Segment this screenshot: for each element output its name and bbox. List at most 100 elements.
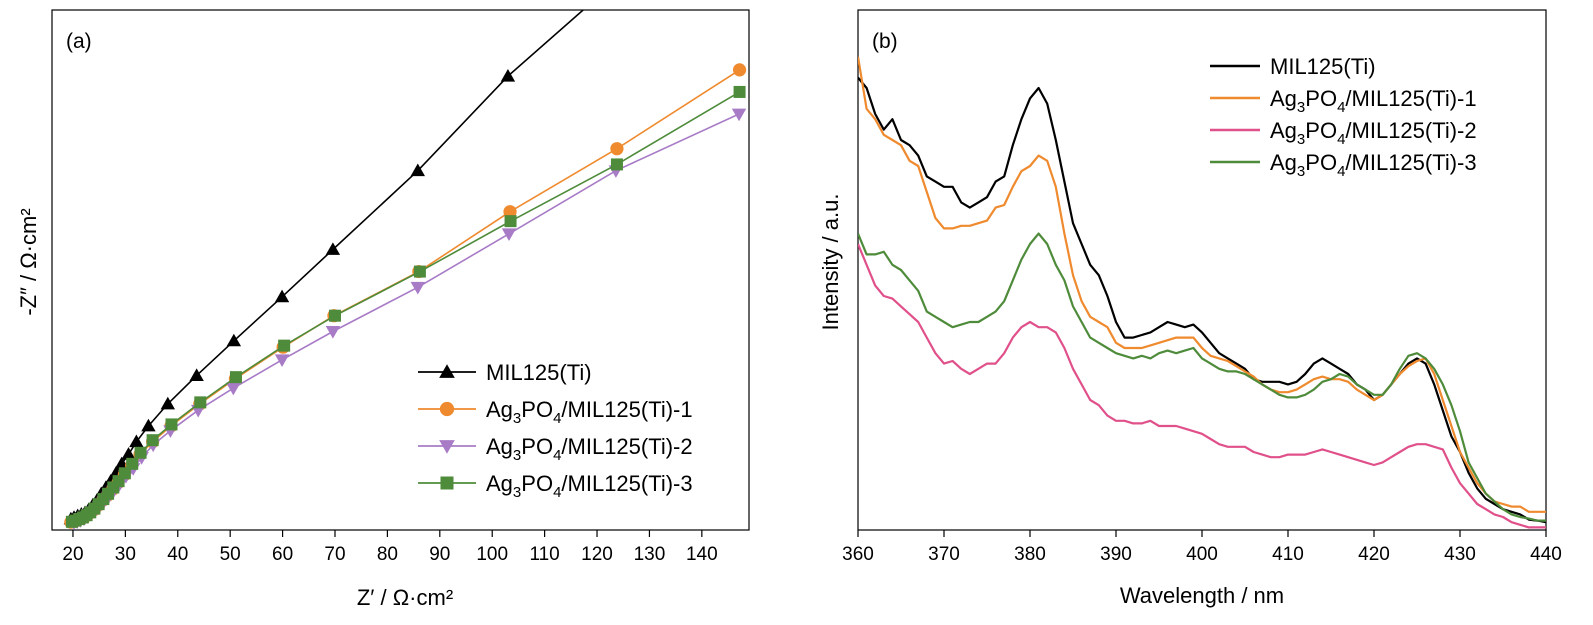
panel-b-plot-area <box>858 56 1546 529</box>
data-point <box>118 467 131 480</box>
legend-marker <box>440 476 454 490</box>
data-point <box>226 333 242 347</box>
data-point <box>165 418 178 431</box>
panel-a-x-axis: 20 30 40 50 60 70 80 90 100 110 120 130 140 <box>62 530 718 565</box>
legend-item-ag-po-mil125-ti-1: Ag3PO4/MIL125(Ti)-1 <box>418 397 693 427</box>
legend-marker <box>439 401 455 417</box>
panel-a-x-tick-label: 90 <box>429 544 450 565</box>
panel-a-x-tick-label: 100 <box>476 544 508 565</box>
panel-a-x-tick-label: 50 <box>220 544 241 565</box>
data-point <box>126 457 139 470</box>
legend-item-ag-po-mil125-ti-2: Ag3PO4/MIL125(Ti)-2 <box>418 434 693 464</box>
panel-b-x-axis: 360 370 380 390 400 410 420 430 440 <box>842 530 1562 565</box>
panel-b-x-axis-title: Wavelength / nm <box>1120 583 1284 608</box>
data-point <box>121 447 136 460</box>
panel-a: (a) 20 30 40 50 60 70 80 90 100 110 120 130 140 Z′ /… <box>16 9 750 610</box>
data-point <box>274 289 290 303</box>
panel-a-y-axis-title: -Z″ / Ω·cm² <box>16 208 41 315</box>
panel-a-x-tick-label: 140 <box>686 544 718 565</box>
legend-item-mil125-ti: MIL125(Ti) <box>1210 54 1376 79</box>
legend-label: Ag3PO4/MIL125(Ti)-3 <box>1270 150 1477 180</box>
panel-b-x-tick-label: 430 <box>1444 544 1476 565</box>
panel-b-series-mil125-ti <box>858 76 1546 524</box>
panel-b-x-tick-label: 410 <box>1272 544 1304 565</box>
data-point <box>189 368 204 381</box>
series-line <box>858 76 1546 524</box>
series-line <box>858 243 1546 529</box>
series-line <box>858 232 1546 522</box>
legend-item-ag-po-mil125-ti-3: Ag3PO4/MIL125(Ti)-3 <box>1210 150 1477 180</box>
legend-label: MIL125(Ti) <box>1270 54 1376 79</box>
panel-a-x-tick-label: 120 <box>581 544 613 565</box>
panel-b-x-tick-label: 400 <box>1186 544 1218 565</box>
data-point <box>731 108 747 122</box>
series-line <box>858 56 1546 513</box>
legend-label: Ag3PO4/MIL125(Ti)-1 <box>1270 86 1477 116</box>
legend-marker <box>439 440 455 454</box>
panel-b-label: (b) <box>872 30 898 53</box>
panel-a-x-tick-label: 40 <box>167 544 188 565</box>
legend-label: Ag3PO4/MIL125(Ti)-3 <box>486 471 693 501</box>
panel-b: (b) 360 370 380 390 400 410 420 430 440 Waveleng… <box>818 9 1562 608</box>
data-point <box>410 281 425 295</box>
data-point <box>278 339 291 352</box>
legend-marker <box>439 364 455 378</box>
legend-item-mil125-ti: MIL125(Ti) <box>418 360 592 385</box>
data-point <box>160 396 176 410</box>
data-point <box>141 418 156 432</box>
panel-a-x-tick-label: 20 <box>62 544 83 565</box>
panel-a-x-axis-title: Z′ / Ω·cm² <box>357 585 453 610</box>
panel-b-series-ag-po-mil125-ti-2 <box>858 243 1546 529</box>
panel-a-x-tick-label: 60 <box>272 544 293 565</box>
data-point <box>226 382 241 396</box>
panel-a-x-tick-label: 80 <box>377 544 398 565</box>
data-point <box>500 68 516 82</box>
data-point <box>325 326 341 339</box>
panel-b-x-tick-label: 380 <box>1014 544 1046 565</box>
panel-a-frame <box>51 9 750 531</box>
legend-item-ag-po-mil125-ti-3: Ag3PO4/MIL125(Ti)-3 <box>418 471 693 501</box>
data-point <box>504 215 517 228</box>
panel-a-x-tick-label: 70 <box>324 544 345 565</box>
panel-b-x-tick-label: 370 <box>928 544 960 565</box>
panel-a-x-tick-label: 130 <box>634 544 666 565</box>
data-point <box>129 434 144 448</box>
data-point <box>733 85 746 98</box>
legend-label: MIL125(Ti) <box>486 360 592 385</box>
panel-b-x-tick-label: 390 <box>1100 544 1132 565</box>
data-point <box>610 142 624 156</box>
data-point <box>134 446 147 459</box>
data-point <box>146 434 159 447</box>
legend-label: Ag3PO4/MIL125(Ti)-1 <box>486 397 693 427</box>
legend-label: Ag3PO4/MIL125(Ti)-2 <box>1270 118 1477 148</box>
panel-a-label: (a) <box>66 30 92 53</box>
panel-b-series-ag-po-mil125-ti-3 <box>858 232 1546 522</box>
data-point <box>501 228 517 241</box>
data-point <box>610 158 623 171</box>
panel-b-y-axis-title: Intensity / a.u. <box>818 194 843 331</box>
data-point <box>274 354 290 368</box>
series-line <box>73 113 740 524</box>
legend-item-ag-po-mil125-ti-2: Ag3PO4/MIL125(Ti)-2 <box>1210 118 1477 148</box>
panel-a-x-tick-label: 110 <box>529 544 559 565</box>
panel-b-legend: MIL125(Ti)Ag3PO4/MIL125(Ti)-1Ag3PO4/MIL1… <box>1210 54 1477 180</box>
legend-item-ag-po-mil125-ti-1: Ag3PO4/MIL125(Ti)-1 <box>1210 86 1477 116</box>
panel-a-x-tick-label: 30 <box>115 544 136 565</box>
panel-b-x-tick-label: 420 <box>1358 544 1390 565</box>
panel-a-series-ag-po-mil125-ti-3 <box>65 85 746 528</box>
data-point <box>732 63 747 77</box>
data-point <box>325 242 341 255</box>
data-point <box>194 396 207 409</box>
data-point <box>410 163 425 177</box>
panel-b-series-ag-po-mil125-ti-1 <box>858 56 1546 513</box>
panel-a-series-ag-po-mil125-ti-2 <box>66 108 747 530</box>
data-point <box>328 309 341 322</box>
panel-b-x-tick-label: 440 <box>1530 544 1562 565</box>
legend-label: Ag3PO4/MIL125(Ti)-2 <box>486 434 693 464</box>
data-point <box>229 371 242 384</box>
panel-a-legend: MIL125(Ti) Ag3PO4/MIL125(Ti)-1 Ag3PO4/MIL1… <box>418 360 693 501</box>
data-point <box>503 205 517 219</box>
panel-a-plot-area <box>63 10 747 530</box>
panel-b-x-tick-label: 360 <box>842 544 874 565</box>
